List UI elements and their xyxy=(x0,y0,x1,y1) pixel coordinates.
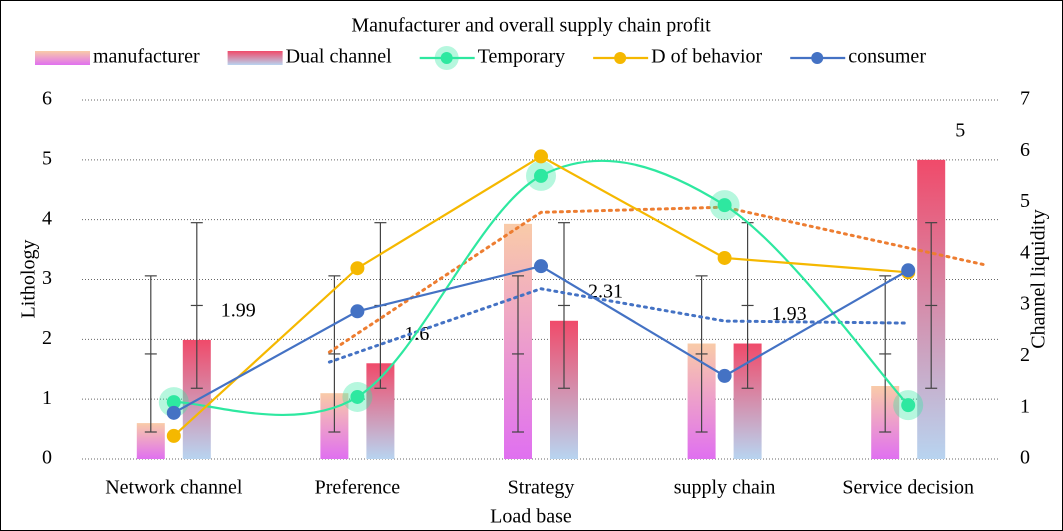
marker xyxy=(901,263,916,278)
y2-tick-label: 0 xyxy=(1020,447,1030,469)
marker xyxy=(166,405,181,420)
marker xyxy=(901,398,916,413)
legend-label: D of behavior xyxy=(651,46,762,68)
x-tick-label: Service decision xyxy=(842,477,974,499)
y-tick-label: 0 xyxy=(42,447,52,469)
y-tick-label: 1 xyxy=(42,387,52,409)
marker xyxy=(534,168,548,183)
marker xyxy=(350,304,365,319)
marker xyxy=(350,389,365,404)
y-tick-label: 4 xyxy=(42,207,52,229)
x-axis-label: Load base xyxy=(490,506,572,528)
marker xyxy=(534,259,548,274)
y-axis-label: Lithology xyxy=(18,240,40,319)
data-label: 1.99 xyxy=(221,300,256,322)
y-tick-label: 2 xyxy=(42,327,52,349)
legend-label: Dual channel xyxy=(286,46,393,68)
trendline xyxy=(327,205,988,354)
legend-marker xyxy=(614,52,627,64)
y2-tick-label: 3 xyxy=(1020,293,1030,315)
y2-axis-label: Channel liquidity xyxy=(1028,209,1050,348)
y2-tick-label: 7 xyxy=(1020,88,1030,110)
marker xyxy=(166,395,181,410)
x-tick-label: supply chain xyxy=(674,477,776,499)
marker xyxy=(350,261,365,276)
marker xyxy=(166,428,181,443)
legend-label: Temporary xyxy=(478,46,565,68)
legend-label: manufacturer xyxy=(93,46,200,68)
legend-marker xyxy=(440,52,453,64)
marker xyxy=(717,368,732,383)
legend-marker xyxy=(811,52,824,64)
y-tick-label: 6 xyxy=(42,88,52,110)
data-label: 1.93 xyxy=(772,303,807,325)
x-tick-label: Preference xyxy=(315,477,401,499)
marker xyxy=(717,198,732,213)
legend-swatch xyxy=(227,51,283,65)
data-label: 2.31 xyxy=(588,280,623,302)
y-tick-label: 5 xyxy=(42,147,52,169)
legend-swatch xyxy=(35,51,90,65)
marker xyxy=(534,149,548,164)
y2-tick-label: 1 xyxy=(1020,395,1030,417)
x-tick-label: Strategy xyxy=(508,477,575,499)
marker xyxy=(717,250,732,265)
y-tick-label: 3 xyxy=(42,267,52,289)
trendline xyxy=(327,287,910,364)
legend-label: consumer xyxy=(848,46,926,68)
chart-title: Manufacturer and overall supply chain pr… xyxy=(351,15,711,37)
y2-tick-label: 2 xyxy=(1020,344,1030,366)
x-tick-label: Network channel xyxy=(105,477,243,499)
data-label: 5 xyxy=(955,119,965,141)
y2-tick-label: 4 xyxy=(1020,241,1030,263)
y2-tick-label: 6 xyxy=(1020,139,1030,161)
y2-tick-label: 5 xyxy=(1020,190,1030,212)
